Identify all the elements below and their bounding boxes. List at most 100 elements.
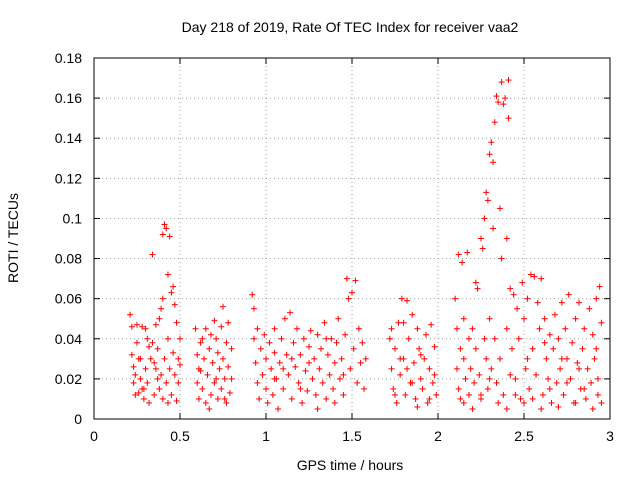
data-point bbox=[481, 335, 488, 342]
data-point bbox=[515, 335, 522, 342]
data-point bbox=[300, 335, 307, 342]
data-point bbox=[548, 399, 555, 406]
data-point bbox=[204, 371, 211, 378]
data-point bbox=[469, 325, 476, 332]
data-point bbox=[295, 379, 302, 386]
data-point bbox=[361, 385, 368, 392]
data-point bbox=[541, 339, 548, 346]
data-point bbox=[598, 319, 605, 326]
data-point bbox=[594, 375, 601, 382]
x-tick-label: 1 bbox=[262, 428, 270, 444]
y-tick-label: 0.06 bbox=[55, 291, 82, 307]
data-point bbox=[579, 345, 586, 352]
data-point bbox=[228, 345, 235, 352]
data-point bbox=[455, 385, 462, 392]
data-point bbox=[457, 345, 464, 352]
data-point bbox=[582, 395, 589, 402]
data-point bbox=[321, 319, 328, 326]
data-point bbox=[507, 371, 514, 378]
data-point bbox=[331, 359, 338, 366]
data-point bbox=[405, 335, 412, 342]
data-point bbox=[581, 325, 588, 332]
data-point bbox=[140, 395, 147, 402]
data-point bbox=[264, 399, 271, 406]
data-point bbox=[538, 405, 545, 412]
data-point bbox=[345, 295, 352, 302]
data-point bbox=[538, 275, 545, 282]
chart-title: Day 218 of 2019, Rate Of TEC Index for r… bbox=[182, 19, 519, 35]
data-point bbox=[428, 321, 435, 328]
data-point bbox=[175, 379, 182, 386]
data-point bbox=[478, 391, 484, 398]
data-point bbox=[469, 405, 476, 412]
data-point bbox=[536, 325, 543, 332]
data-point bbox=[166, 365, 173, 372]
data-point bbox=[493, 93, 500, 100]
data-point bbox=[257, 345, 264, 352]
data-point bbox=[545, 375, 552, 382]
data-point bbox=[534, 299, 541, 306]
data-point bbox=[228, 375, 235, 382]
data-point bbox=[502, 95, 509, 102]
x-tick-label: 2.5 bbox=[514, 428, 534, 444]
data-point bbox=[524, 295, 531, 302]
data-point bbox=[553, 379, 560, 386]
data-point bbox=[130, 363, 137, 370]
data-point bbox=[214, 395, 221, 402]
data-point bbox=[142, 365, 149, 372]
data-point bbox=[417, 351, 424, 358]
data-point bbox=[271, 375, 278, 382]
data-point bbox=[527, 271, 534, 278]
data-point bbox=[460, 399, 467, 406]
data-points bbox=[127, 77, 605, 412]
data-point bbox=[288, 395, 295, 402]
data-point bbox=[343, 275, 350, 282]
y-tick-label: 0.1 bbox=[63, 210, 83, 226]
data-point bbox=[395, 319, 402, 326]
data-point bbox=[493, 379, 500, 386]
data-point bbox=[254, 325, 261, 332]
data-point bbox=[299, 399, 306, 406]
data-point bbox=[564, 355, 570, 362]
data-point bbox=[280, 365, 287, 372]
data-point bbox=[417, 375, 424, 382]
data-point bbox=[422, 331, 429, 338]
data-point bbox=[586, 305, 593, 312]
data-point bbox=[521, 399, 527, 406]
data-point bbox=[359, 339, 366, 346]
data-point bbox=[519, 279, 526, 286]
data-point bbox=[173, 319, 180, 326]
data-point bbox=[323, 395, 330, 402]
data-point bbox=[426, 365, 433, 372]
data-point bbox=[328, 335, 335, 342]
data-point bbox=[166, 233, 173, 240]
data-point bbox=[412, 395, 419, 402]
data-point bbox=[490, 159, 497, 166]
data-point bbox=[214, 349, 221, 356]
data-point bbox=[336, 375, 343, 382]
data-point bbox=[206, 405, 213, 412]
data-point bbox=[416, 345, 423, 352]
y-tick-label: 0.04 bbox=[55, 331, 82, 347]
data-point bbox=[551, 311, 558, 318]
data-point bbox=[333, 339, 340, 346]
data-point bbox=[269, 391, 276, 398]
data-point bbox=[211, 379, 218, 386]
data-point bbox=[404, 365, 411, 372]
data-point bbox=[404, 297, 411, 304]
data-point bbox=[594, 391, 601, 398]
data-point bbox=[392, 391, 398, 398]
data-point bbox=[484, 385, 491, 392]
data-point bbox=[386, 335, 393, 342]
data-point bbox=[293, 325, 300, 332]
data-point bbox=[171, 371, 178, 378]
data-point bbox=[567, 375, 574, 382]
data-point bbox=[287, 309, 294, 316]
data-point bbox=[194, 379, 201, 386]
data-point bbox=[312, 391, 319, 398]
data-point bbox=[209, 359, 216, 366]
data-point bbox=[410, 359, 417, 366]
data-point bbox=[539, 391, 546, 398]
data-point bbox=[564, 379, 570, 386]
data-point bbox=[512, 391, 519, 398]
